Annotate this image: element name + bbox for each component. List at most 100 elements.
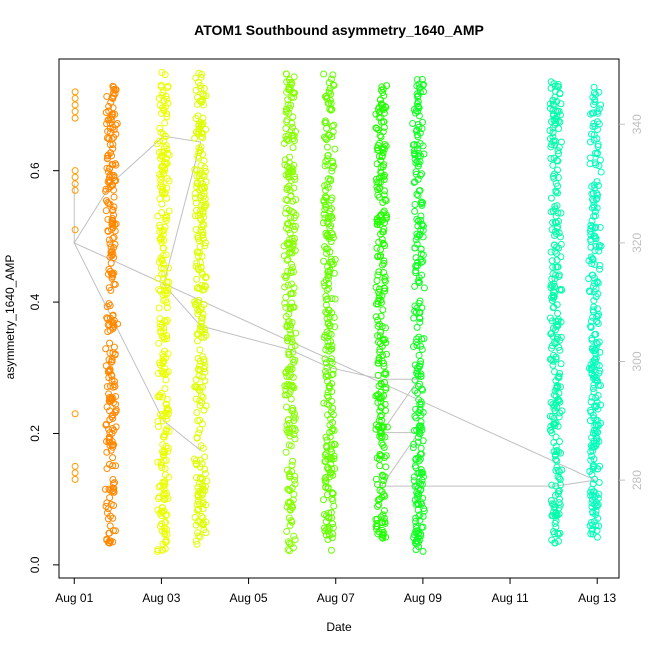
data-point (331, 145, 339, 153)
data-point (555, 530, 563, 538)
data-point (590, 232, 598, 240)
data-point (110, 193, 118, 201)
data-point (108, 216, 116, 224)
data-point (196, 387, 204, 395)
data-point (382, 463, 390, 471)
data-point (158, 412, 166, 420)
data-point (288, 280, 296, 288)
data-point (71, 173, 79, 181)
data-point (549, 400, 557, 408)
data-point (282, 303, 290, 311)
data-point (330, 81, 338, 89)
data-point (291, 536, 299, 544)
data-point (323, 218, 331, 226)
data-point (550, 391, 558, 399)
data-point (374, 141, 382, 149)
data-point (324, 342, 332, 350)
data-point (329, 520, 337, 528)
data-point (197, 133, 205, 141)
data-point (322, 194, 330, 202)
secondary-line-path (73, 135, 597, 487)
data-point (322, 296, 330, 304)
y2-tick-label: 340 (630, 114, 644, 134)
data-point (328, 342, 336, 350)
data-point (286, 473, 294, 481)
data-point (287, 248, 295, 256)
data-point (196, 396, 204, 404)
data-point (554, 422, 562, 430)
data-point (110, 488, 118, 496)
data-point (414, 370, 422, 378)
data-point (162, 400, 170, 408)
data-point (415, 112, 423, 120)
data-point (417, 450, 425, 458)
data-point (548, 413, 556, 421)
data-point (194, 490, 202, 498)
data-point (415, 409, 423, 417)
data-point (106, 537, 114, 545)
data-point (328, 494, 336, 502)
data-point (413, 233, 421, 241)
data-point (413, 240, 421, 248)
data-point (549, 294, 557, 302)
data-point (414, 92, 422, 100)
data-point (585, 287, 593, 295)
data-point (373, 277, 381, 285)
scatter-cluster (280, 70, 300, 555)
data-point (198, 398, 206, 406)
data-point (161, 545, 169, 553)
data-point (198, 185, 206, 193)
data-point (113, 120, 121, 128)
data-point (593, 204, 601, 212)
data-point (596, 261, 604, 269)
data-point (110, 322, 118, 330)
data-point (199, 134, 207, 142)
data-point (157, 256, 165, 264)
data-point (326, 428, 334, 436)
data-point (321, 206, 329, 214)
data-point (199, 498, 207, 506)
data-point (193, 434, 201, 442)
data-point (555, 150, 563, 158)
data-point (377, 379, 385, 387)
data-point (154, 274, 162, 282)
data-point (198, 512, 206, 520)
x-axis: Aug 01 Aug 03 Aug 05 Aug 07 Aug 09 Aug 11 Aug … (55, 577, 617, 605)
data-point (589, 313, 597, 321)
data-point (106, 301, 114, 309)
data-point (410, 105, 418, 113)
data-point (376, 340, 384, 348)
data-point (555, 271, 563, 279)
data-point (320, 257, 328, 265)
data-point (590, 381, 598, 389)
data-point (374, 502, 382, 510)
data-point (163, 395, 171, 403)
data-point (412, 254, 420, 262)
data-point (158, 200, 166, 208)
data-point (105, 460, 113, 468)
data-point (411, 302, 419, 310)
data-point (380, 268, 388, 276)
data-point (587, 317, 595, 325)
data-point (192, 537, 200, 545)
data-point (289, 264, 297, 272)
data-point (373, 525, 381, 533)
data-point (587, 530, 595, 538)
data-point (109, 480, 117, 488)
data-point (192, 74, 200, 82)
data-point (285, 348, 293, 356)
data-point (103, 536, 111, 544)
data-point (587, 243, 595, 251)
data-point (103, 120, 111, 128)
data-point (287, 267, 295, 275)
data-point (412, 308, 420, 316)
data-point (103, 448, 111, 456)
data-point (552, 509, 560, 517)
data-point (372, 475, 380, 483)
data-point (381, 378, 389, 386)
data-point (327, 408, 335, 416)
data-point (111, 350, 119, 358)
y2-tick-label: 280 (630, 470, 644, 490)
data-point (201, 164, 209, 172)
data-point (554, 488, 562, 496)
